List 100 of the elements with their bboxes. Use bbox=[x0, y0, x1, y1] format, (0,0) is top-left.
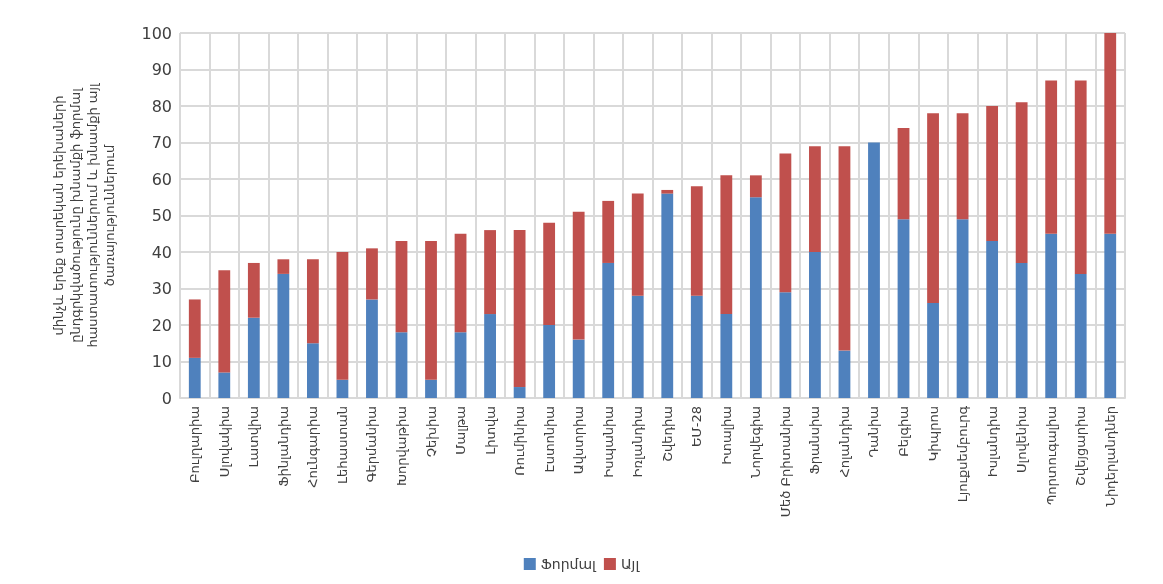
bar bbox=[809, 146, 821, 252]
bar bbox=[306, 259, 319, 344]
bar bbox=[956, 113, 969, 220]
x-tick-label: Պորտուգալիա bbox=[1043, 406, 1059, 506]
bar bbox=[809, 252, 821, 398]
bar bbox=[572, 339, 585, 398]
bar bbox=[1074, 80, 1087, 274]
y-tick-label: 80 bbox=[151, 96, 172, 116]
bar bbox=[720, 175, 733, 315]
bar bbox=[454, 233, 467, 333]
y-axis-title: մինչև երեք տարեկան երեխաների ընդգրկվածությունը խնամքի ֆորմալ հաստատություններում և խնամքի այլ ծառայություններում bbox=[51, 82, 117, 348]
bar bbox=[366, 299, 378, 398]
x-tick-label: Շվեյցարիա bbox=[1073, 406, 1089, 486]
x-tick-label: Գերմանիա bbox=[364, 406, 380, 483]
x-tick-label: Էստոնիա bbox=[541, 406, 557, 473]
x-tick-label: Իռլանդիա bbox=[630, 406, 646, 478]
x-tick-label: Իտալիա bbox=[718, 406, 734, 465]
bar bbox=[543, 222, 556, 325]
x-tick-label: Հոլանդիա bbox=[836, 406, 852, 478]
x-tick-label: Լատվիա bbox=[246, 406, 262, 468]
bar bbox=[336, 379, 349, 398]
x-tick-label: Կիպրոս bbox=[925, 406, 941, 462]
bar bbox=[927, 113, 939, 304]
x-tick-label: Շվեդիա bbox=[659, 406, 675, 462]
bar bbox=[218, 270, 231, 373]
bar bbox=[336, 252, 349, 380]
bar bbox=[395, 332, 408, 398]
bar bbox=[277, 273, 290, 398]
bar bbox=[366, 248, 378, 300]
bar bbox=[661, 189, 674, 194]
bar bbox=[1104, 233, 1117, 398]
bar bbox=[927, 303, 939, 398]
y-tick-label: 50 bbox=[151, 206, 172, 225]
bar bbox=[749, 197, 762, 398]
bar bbox=[1104, 33, 1117, 234]
bar bbox=[661, 193, 674, 398]
bar bbox=[513, 387, 526, 398]
bar bbox=[513, 230, 526, 388]
bar bbox=[484, 314, 496, 398]
bar bbox=[838, 146, 851, 351]
bar bbox=[720, 314, 733, 398]
bar bbox=[247, 317, 260, 398]
x-tick-label: Հունգարիա bbox=[305, 406, 321, 488]
bar bbox=[425, 241, 437, 380]
bar bbox=[277, 259, 290, 274]
bar bbox=[749, 175, 762, 198]
y-tick-label: 100 bbox=[141, 23, 172, 43]
bar bbox=[188, 357, 201, 398]
bar bbox=[572, 211, 585, 340]
x-tick-label: Լյուքսեմբուրգ bbox=[955, 405, 971, 503]
x-tick-label: Ֆինլանդիա bbox=[275, 406, 291, 487]
bar bbox=[779, 292, 792, 398]
x-tick-label: Բուլղարիա bbox=[187, 406, 203, 483]
bar bbox=[484, 230, 496, 315]
bar bbox=[1015, 102, 1028, 263]
bar bbox=[897, 127, 910, 220]
bar bbox=[690, 295, 703, 398]
bar bbox=[631, 193, 644, 296]
bar bbox=[868, 142, 880, 398]
bar bbox=[956, 219, 969, 398]
x-tick-label: Նորվեգիա bbox=[748, 406, 764, 478]
x-tick-label: Լիտվա bbox=[482, 406, 498, 455]
bar bbox=[690, 186, 703, 296]
x-tick-label: Մալթա bbox=[453, 406, 469, 455]
x-tick-label: ԵՄ-28 bbox=[689, 406, 705, 448]
legend-label: Ֆորմալ bbox=[540, 556, 598, 572]
bar bbox=[218, 372, 231, 398]
x-tick-label: Խորվաթիա bbox=[393, 406, 409, 486]
bar bbox=[779, 153, 792, 293]
y-tick-label: 10 bbox=[151, 352, 172, 371]
bar bbox=[602, 200, 615, 263]
y-tick-label: 90 bbox=[151, 60, 172, 79]
bar bbox=[247, 262, 260, 318]
y-tick-label: 20 bbox=[151, 315, 172, 335]
x-tick-label: Բելգիա bbox=[896, 406, 912, 457]
bar bbox=[1045, 80, 1058, 234]
bar bbox=[395, 241, 408, 333]
x-tick-label: Ֆրանսիա bbox=[807, 406, 823, 475]
bar bbox=[425, 379, 437, 398]
x-tick-label: Չեխիա bbox=[423, 406, 439, 458]
bar bbox=[1074, 273, 1087, 398]
bar bbox=[306, 343, 319, 398]
bar bbox=[188, 299, 201, 358]
x-tick-label: Լեհաստան bbox=[334, 406, 350, 484]
y-tick-label: 40 bbox=[151, 242, 172, 262]
bar bbox=[543, 325, 556, 398]
x-tick-label: Սլովենիա bbox=[1014, 406, 1030, 473]
legend-label: Այլ bbox=[620, 556, 641, 572]
x-tick-label: Իսպանիա bbox=[600, 406, 616, 478]
bar bbox=[986, 241, 999, 398]
y-tick-label: 60 bbox=[151, 169, 172, 189]
y-tick-label: 30 bbox=[151, 279, 172, 298]
bar bbox=[631, 295, 644, 398]
x-tick-label: Դանիա bbox=[866, 406, 882, 458]
y-tick-label: 0 bbox=[161, 388, 172, 408]
x-tick-label: Իսլանդիա bbox=[984, 406, 1000, 478]
bar bbox=[1045, 233, 1058, 398]
x-tick-label: Ավստրիա bbox=[571, 406, 587, 475]
x-tick-label: Մեծ Բրիտանիա bbox=[777, 406, 793, 518]
x-tick-label: Սլովակիա bbox=[216, 406, 232, 478]
